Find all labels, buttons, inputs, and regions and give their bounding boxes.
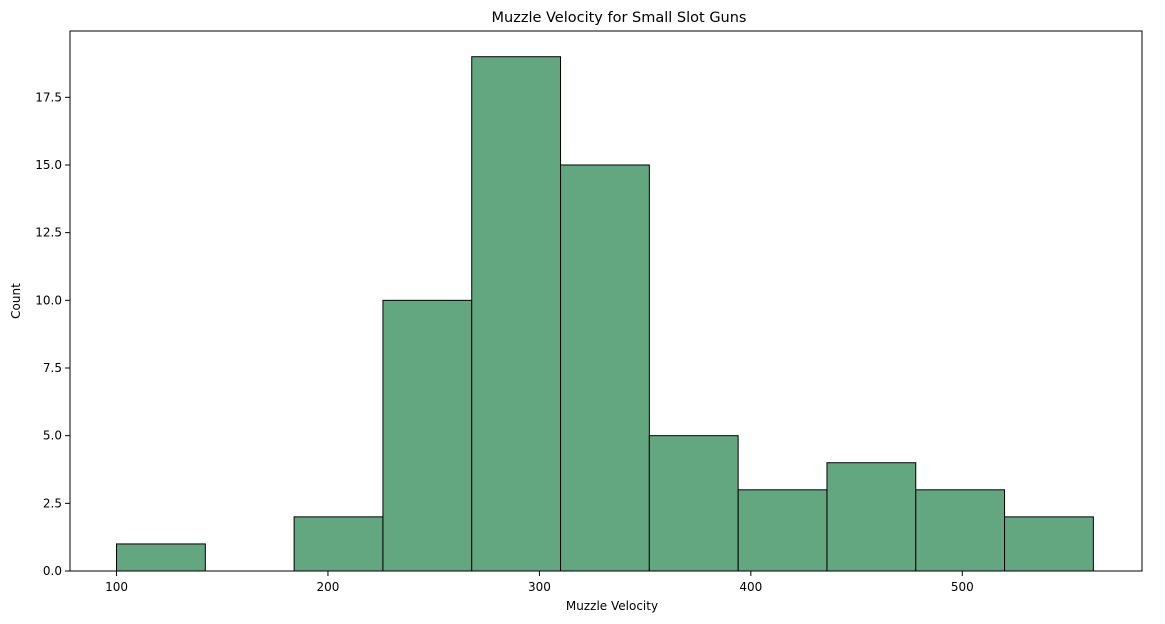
y-tick-label: 10.0 [35, 293, 62, 307]
histogram-bar-2 [293, 516, 384, 572]
histogram-bar-0 [116, 543, 206, 572]
y-tick-label: 7.5 [43, 361, 62, 375]
x-tick-label: 400 [739, 580, 762, 594]
histogram-bar-9 [915, 489, 1006, 572]
histogram-bar-10 [1004, 516, 1094, 572]
y-axis-ticks: 0.0 2.5 5.0 7.5 10.0 12.5 15.0 17.5 [35, 90, 70, 578]
chart-title: Muzzle Velocity for Small Slot Guns [492, 10, 747, 26]
x-axis-label: Muzzle Velocity [566, 599, 658, 613]
y-axis-label: Count [9, 283, 23, 319]
x-tick-label: 300 [528, 580, 551, 594]
y-tick-label: 15.0 [35, 158, 62, 172]
y-tick-label: 0.0 [43, 564, 62, 578]
histogram-bar-6 [648, 435, 739, 572]
x-tick-label: 200 [317, 580, 340, 594]
y-tick-label: 5.0 [43, 429, 62, 443]
histogram-bar-4 [471, 56, 562, 572]
y-tick-label: 17.5 [35, 90, 62, 104]
y-tick-label: 2.5 [43, 496, 62, 510]
bars-group [116, 56, 1094, 572]
axes-frame [69, 30, 1143, 572]
histogram-bar-7 [737, 489, 828, 572]
histogram-bar-8 [826, 462, 917, 572]
x-tick-label: 500 [951, 580, 974, 594]
histogram-bar-3 [382, 299, 473, 572]
y-tick-label: 12.5 [35, 226, 62, 240]
histogram-bar-5 [560, 164, 650, 572]
x-axis-ticks: 100 200 300 400 500 [105, 571, 974, 594]
x-tick-label: 100 [105, 580, 128, 594]
